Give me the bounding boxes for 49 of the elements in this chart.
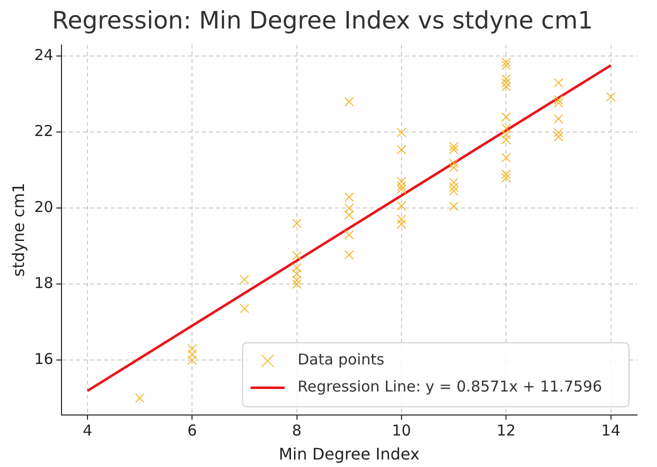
point <box>396 219 406 229</box>
point <box>449 202 459 211</box>
y-tick-label: 22 <box>34 122 54 140</box>
point <box>240 304 250 314</box>
x-tick-label: 14 <box>601 422 620 440</box>
point <box>292 218 302 228</box>
point <box>449 142 459 152</box>
point <box>501 152 511 162</box>
point <box>554 132 564 142</box>
point <box>554 95 564 105</box>
legend-label: Regression Line: y = 0.8571x + 11.7596 <box>298 378 602 396</box>
point <box>606 92 616 102</box>
x-tick-label: 10 <box>392 422 412 440</box>
point <box>396 144 406 154</box>
x-tick-label: 8 <box>292 422 302 440</box>
point <box>501 60 511 70</box>
point <box>344 97 354 107</box>
x-tick-label: 12 <box>496 422 516 440</box>
y-tick-label: 20 <box>34 198 54 216</box>
point <box>344 250 354 260</box>
point <box>396 128 406 138</box>
point <box>554 78 564 88</box>
point <box>449 158 459 168</box>
point <box>501 58 511 68</box>
point <box>449 144 459 154</box>
point <box>554 98 564 108</box>
x-tick-label: 6 <box>187 422 197 440</box>
point <box>396 201 406 211</box>
point <box>396 181 406 191</box>
y-tick-label: 16 <box>34 350 54 368</box>
y-axis-title: stdyne cm1 <box>8 182 28 277</box>
point <box>449 182 459 192</box>
x-axis-title: Min Degree Index <box>278 444 420 464</box>
point <box>554 114 564 124</box>
point <box>501 78 511 88</box>
point <box>292 250 302 260</box>
point <box>240 274 250 284</box>
point <box>449 162 459 172</box>
point <box>501 173 511 182</box>
y-tick-label: 24 <box>34 46 54 64</box>
x-tick-label: 4 <box>82 422 92 440</box>
point <box>554 128 564 138</box>
chart-title: Regression: Min Degree Index vs stdyne cm1 <box>52 6 594 35</box>
point <box>344 230 354 240</box>
point <box>501 170 511 180</box>
point <box>135 393 145 403</box>
point <box>396 214 406 224</box>
y-tick-label: 18 <box>34 274 54 292</box>
legend-label: Data points <box>298 350 384 369</box>
